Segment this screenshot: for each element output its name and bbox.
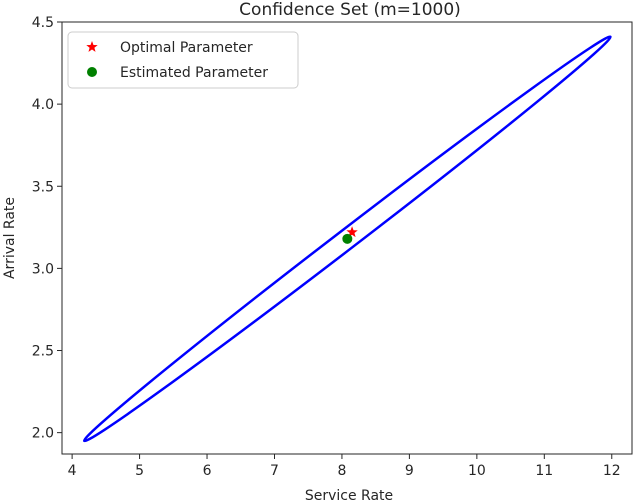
y-axis: 2.0 2.5 3.0 3.5 4.0 4.5 <box>32 15 62 442</box>
y-tick-label: 3.5 <box>32 179 54 195</box>
legend-star-icon <box>86 41 98 52</box>
plot-area <box>82 35 612 443</box>
x-tick-label: 4 <box>68 463 77 479</box>
legend-label: Optimal Parameter <box>120 40 253 56</box>
legend-label: Estimated Parameter <box>120 65 268 81</box>
x-tick-label: 8 <box>337 463 346 479</box>
y-tick-label: 3.0 <box>32 261 54 277</box>
legend-box <box>67 31 299 89</box>
x-tick-label: 11 <box>535 463 553 479</box>
legend: Optimal Parameter Estimated Parameter <box>67 31 299 89</box>
y-axis-title: Arrival Rate <box>2 197 18 279</box>
x-axis-title: Service Rate <box>305 488 393 502</box>
y-tick-label: 4.0 <box>32 97 54 113</box>
x-tick-label: 9 <box>405 463 414 479</box>
optimal-parameter-point <box>346 226 358 238</box>
x-tick-label: 7 <box>270 463 279 479</box>
x-tick-label: 12 <box>603 463 621 479</box>
x-tick-label: 5 <box>135 463 144 479</box>
y-tick-label: 4.5 <box>32 15 54 31</box>
y-tick-label: 2.5 <box>32 344 54 360</box>
legend-circle-icon <box>87 67 97 77</box>
y-tick-label: 2.0 <box>32 426 54 442</box>
chart-title: Confidence Set (m=1000) <box>239 0 461 20</box>
confidence-ellipse <box>82 35 612 443</box>
axes-frame <box>61 21 633 455</box>
x-tick-label: 6 <box>203 463 212 479</box>
estimated-parameter-point <box>342 233 353 244</box>
x-axis: 4 5 6 7 8 9 10 11 12 <box>68 454 621 479</box>
x-tick-label: 10 <box>468 463 486 479</box>
